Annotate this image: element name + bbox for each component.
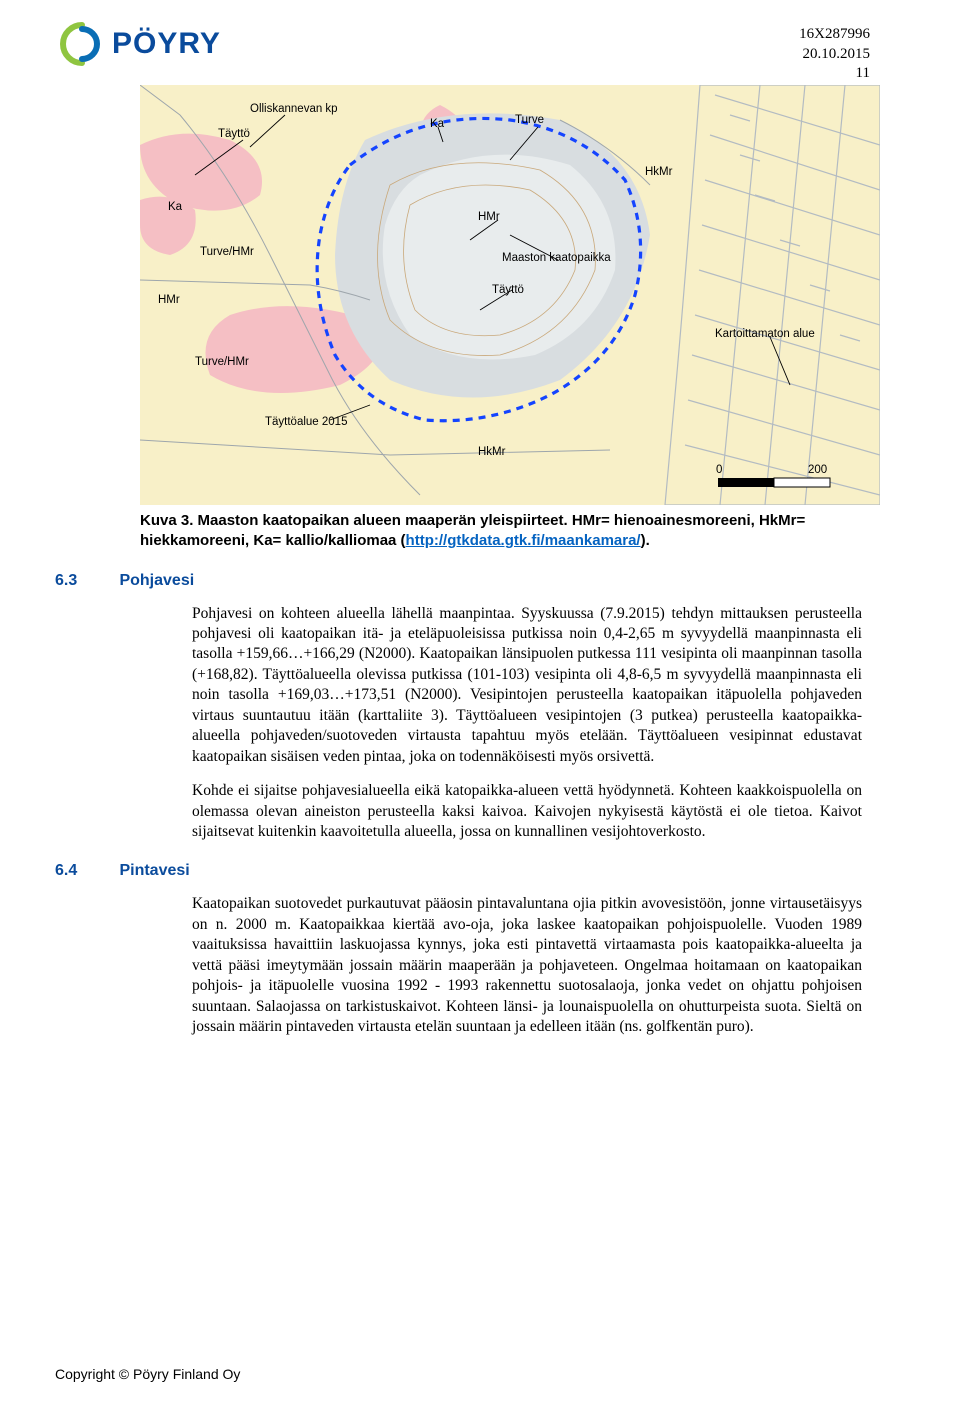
map-label: Turve/HMr [195,356,249,368]
map-label: Täyttö [218,128,250,140]
logo: PÖYRY [60,22,221,66]
body-paragraph: Pohjavesi on kohteen alueella lähellä ma… [192,604,862,768]
map-label: Ka [430,118,445,130]
map-label: Täyttöalue 2015 [265,416,347,428]
map-label: HMr [158,294,180,306]
map-figure: Olliskannevan kp Täyttö Ka Turve/HMr HMr… [140,85,880,505]
map-label: Turve/HMr [200,246,254,258]
map-label: HMr [478,211,500,223]
map-svg: Olliskannevan kp Täyttö Ka Turve/HMr HMr… [140,85,880,505]
svg-text:0: 0 [716,464,722,476]
map-label: Täyttö [492,284,524,296]
svg-text:200: 200 [808,464,827,476]
map-label: Turve [515,114,544,126]
caption-link[interactable]: http://gtkdata.gtk.fi/maankamara/ [406,532,641,549]
page-number: 11 [799,64,870,84]
map-label: Olliskannevan kp [250,103,338,115]
page-header: 16X287996 20.10.2015 11 [799,25,870,84]
section-num: 6.3 [55,572,115,590]
copyright-footer: Copyright © Pöyry Finland Oy [55,1366,240,1382]
section-title: Pohjavesi [119,572,194,589]
section-heading-pintavesi: 6.4 Pintavesi [55,862,870,880]
body-paragraph: Kohde ei sijaitse pohjavesialueella eikä… [192,781,862,842]
section-title: Pintavesi [119,862,189,879]
doc-date: 20.10.2015 [799,45,870,65]
caption-suffix: ). [641,532,650,549]
section-num: 6.4 [55,862,115,880]
figure-caption: Kuva 3. Maaston kaatopaikan alueen maape… [140,511,880,552]
logo-text: PÖYRY [112,27,221,61]
logo-icon [60,22,104,66]
map-label: Kartoittamaton alue [715,328,815,340]
body-paragraph: Kaatopaikan suotovedet purkautuvat pääos… [192,894,862,1037]
map-label: Maaston kaatopaikka [502,252,611,264]
map-label: Ka [168,201,183,213]
section-heading-pohjavesi: 6.3 Pohjavesi [55,572,870,590]
map-label: HkMr [478,446,506,458]
map-label: HkMr [645,166,673,178]
doc-id: 16X287996 [799,25,870,45]
